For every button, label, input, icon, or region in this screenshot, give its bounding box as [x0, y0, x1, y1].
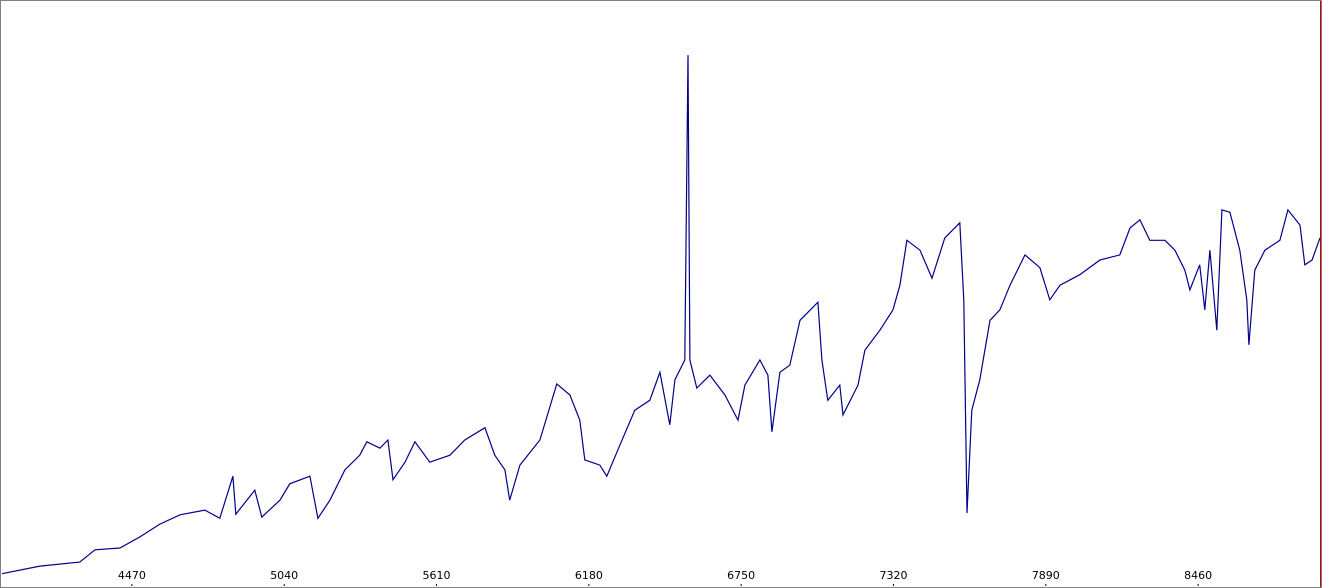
x-tick-label: 7320	[879, 569, 907, 582]
x-tick-label: 6180	[575, 569, 603, 582]
x-tick-label: 5610	[423, 569, 451, 582]
x-tick-label: 7890	[1032, 569, 1060, 582]
x-tick-label: 5040	[270, 569, 298, 582]
x-tick-label: 4470	[118, 569, 146, 582]
x-tick-label: 8460	[1184, 569, 1212, 582]
spectrum-line	[1, 55, 1321, 575]
x-tick-label: 6750	[727, 569, 755, 582]
